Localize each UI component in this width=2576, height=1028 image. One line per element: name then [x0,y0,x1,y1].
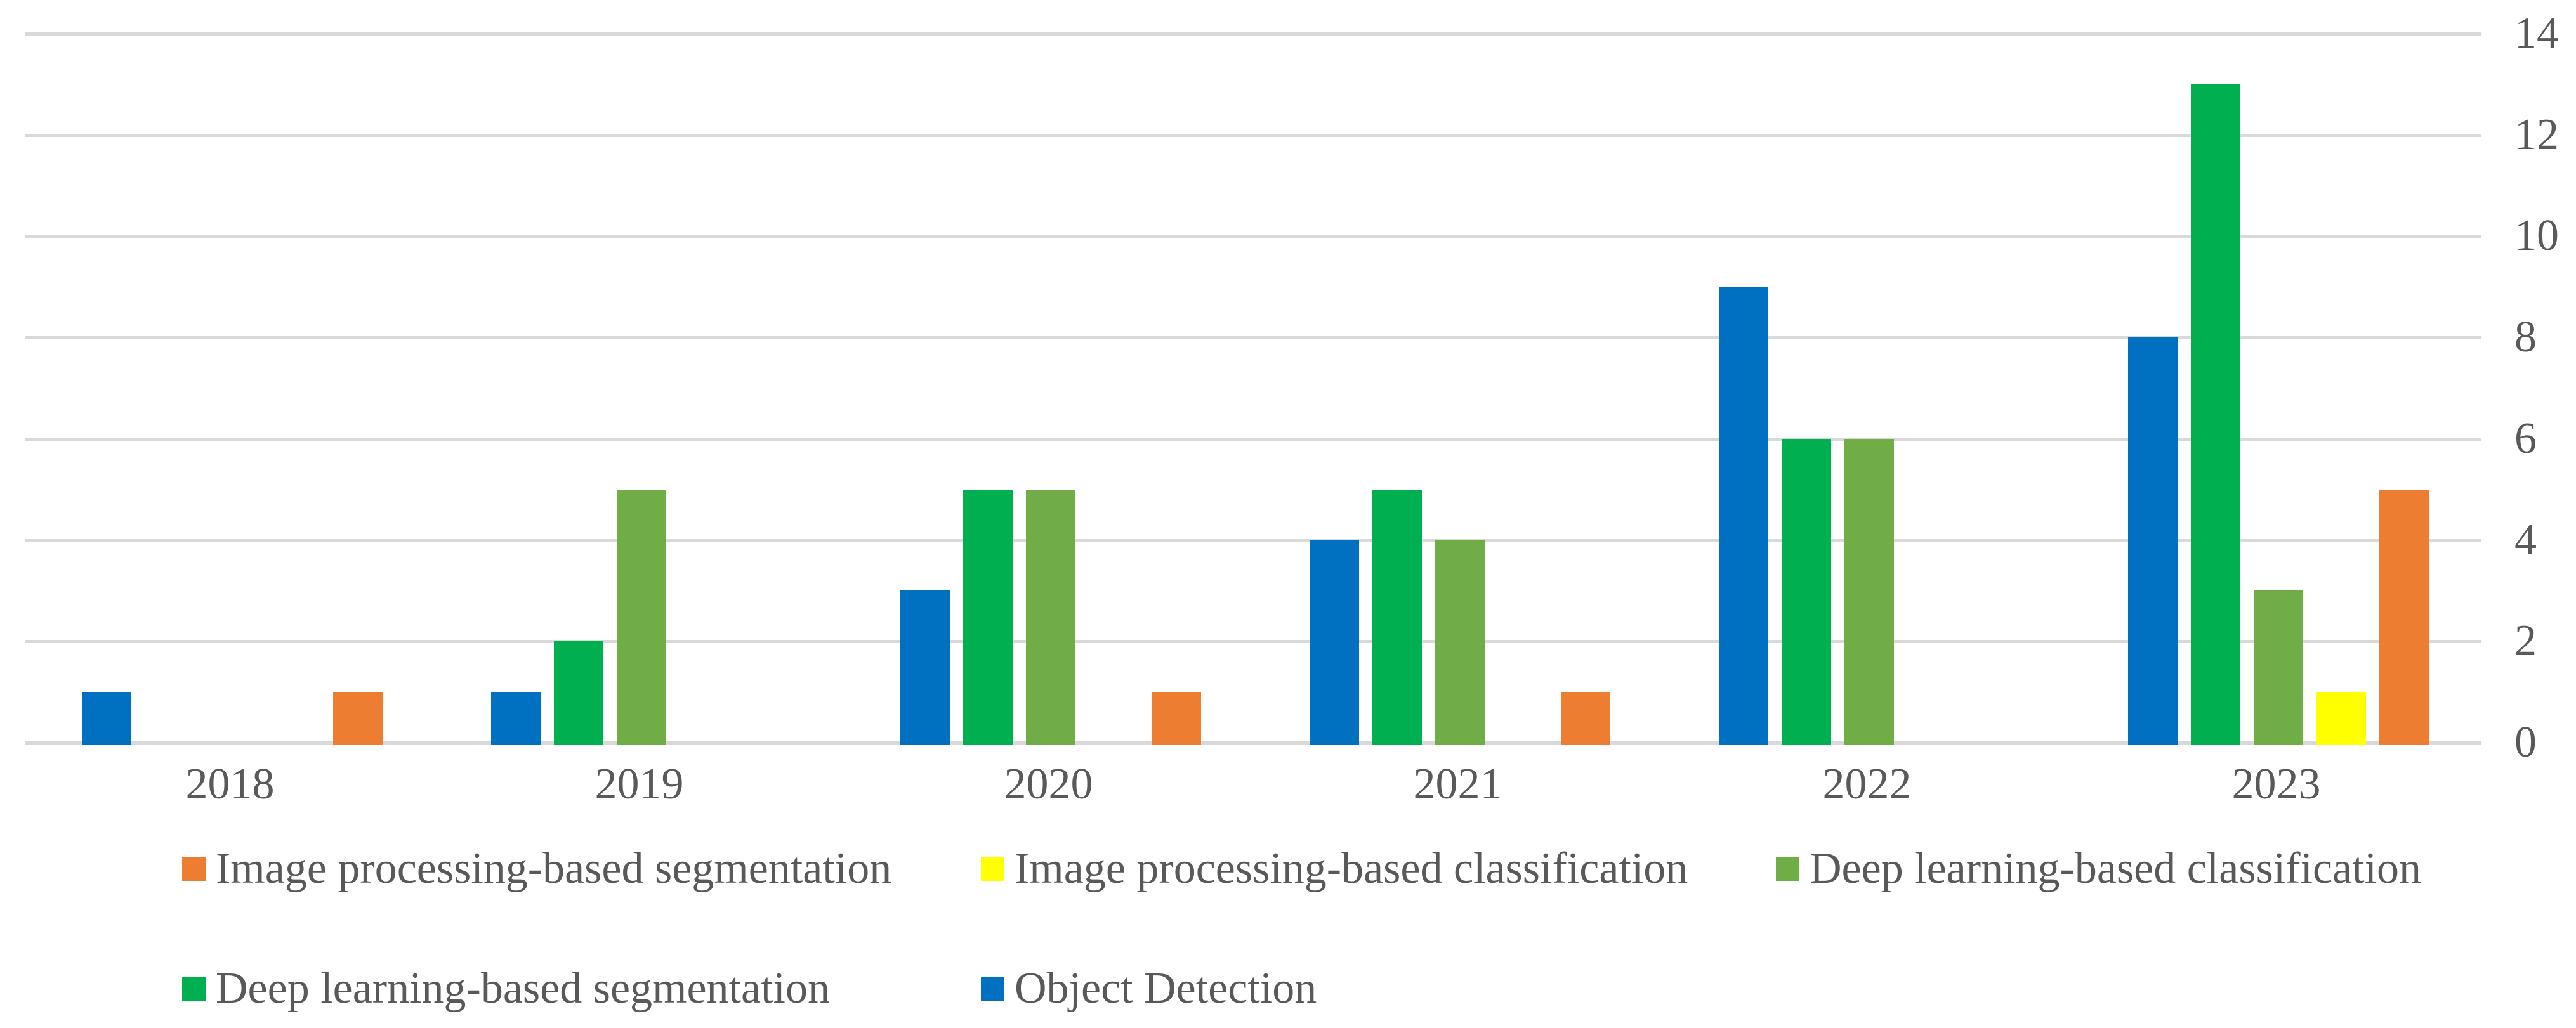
bar-deep-learning-based-segmentation-2021 [1372,489,1422,745]
bar-image-processing-based-segmentation-2023 [2379,489,2429,745]
y-tick-label-12: 12 [2514,110,2559,159]
y-tick-label-2: 2 [2514,616,2537,666]
legend-item-deep-learning-based-segmentation: Deep learning-based segmentation [182,963,830,1014]
y-tick-label-10: 10 [2514,211,2559,261]
y-tick-label-0: 0 [2514,718,2537,767]
x-axis-label-2020: 2020 [1004,760,1093,809]
y-tick-label-14: 14 [2514,9,2559,58]
legend-swatch-object-detection [981,977,1004,1001]
x-axis-label-2021: 2021 [1413,760,1502,809]
legend-swatch-deep-learning-based-segmentation [182,977,206,1001]
gridline-y-0 [25,741,2481,745]
gridline-y-8 [25,336,2481,340]
legend-label-image-processing-based-segmentation: Image processing-based segmentation [216,844,892,893]
legend-swatch-deep-learning-based-classification [1776,857,1799,881]
bar-object-detection-2022 [1719,287,1768,745]
bar-object-detection-2023 [2128,337,2178,745]
bar-deep-learning-based-segmentation-2022 [1782,438,1831,745]
y-tick-label-4: 4 [2514,515,2537,564]
bar-object-detection-2021 [1310,540,1359,745]
bar-deep-learning-based-classification-2021 [1435,540,1485,745]
bar-object-detection-2018 [82,692,131,745]
legend-label-deep-learning-based-classification: Deep learning-based classification [1810,844,2422,893]
legend-swatch-image-processing-based-classification [981,857,1004,881]
legend-item-image-processing-based-segmentation: Image processing-based segmentation [182,843,891,894]
bar-image-processing-based-segmentation-2018 [333,692,383,745]
bar-deep-learning-based-classification-2022 [1844,438,1894,745]
bar-image-processing-based-segmentation-2021 [1561,692,1610,745]
legend-label-image-processing-based-classification: Image processing-based classification [1015,844,1688,893]
legend-label-object-detection: Object Detection [1015,964,1317,1013]
bar-object-detection-2020 [900,590,950,745]
legend-item-image-processing-based-classification: Image processing-based classification [981,843,1688,894]
bar-image-processing-based-segmentation-2020 [1152,692,1201,745]
gridline-y-2 [25,640,2481,644]
gridline-y-14 [25,32,2481,36]
x-axis-label-2019: 2019 [595,760,684,809]
gridline-y-6 [25,437,2481,441]
gridline-y-4 [25,538,2481,542]
bar-deep-learning-based-segmentation-2020 [963,489,1013,745]
legend-item-object-detection: Object Detection [981,963,1317,1014]
legend-swatch-image-processing-based-segmentation [182,857,206,881]
y-tick-label-6: 6 [2514,413,2537,463]
bar-deep-learning-based-classification-2019 [617,489,666,745]
x-axis-label-2018: 2018 [185,760,275,809]
x-axis-label-2023: 2023 [2231,760,2321,809]
bar-object-detection-2019 [491,692,541,745]
bar-image-processing-based-classification-2023 [2316,692,2366,745]
gridline-y-10 [25,235,2481,238]
bar-deep-learning-based-classification-2023 [2254,590,2303,745]
bar-deep-learning-based-classification-2020 [1026,489,1075,745]
legend-item-deep-learning-based-classification: Deep learning-based classification [1776,843,2421,894]
gridline-y-12 [25,133,2481,137]
bar-deep-learning-based-segmentation-2019 [554,641,603,745]
bar-deep-learning-based-segmentation-2023 [2191,84,2240,745]
x-axis-label-2022: 2022 [1822,760,1912,809]
y-tick-label-8: 8 [2514,313,2537,362]
legend-label-deep-learning-based-segmentation: Deep learning-based segmentation [216,964,830,1013]
